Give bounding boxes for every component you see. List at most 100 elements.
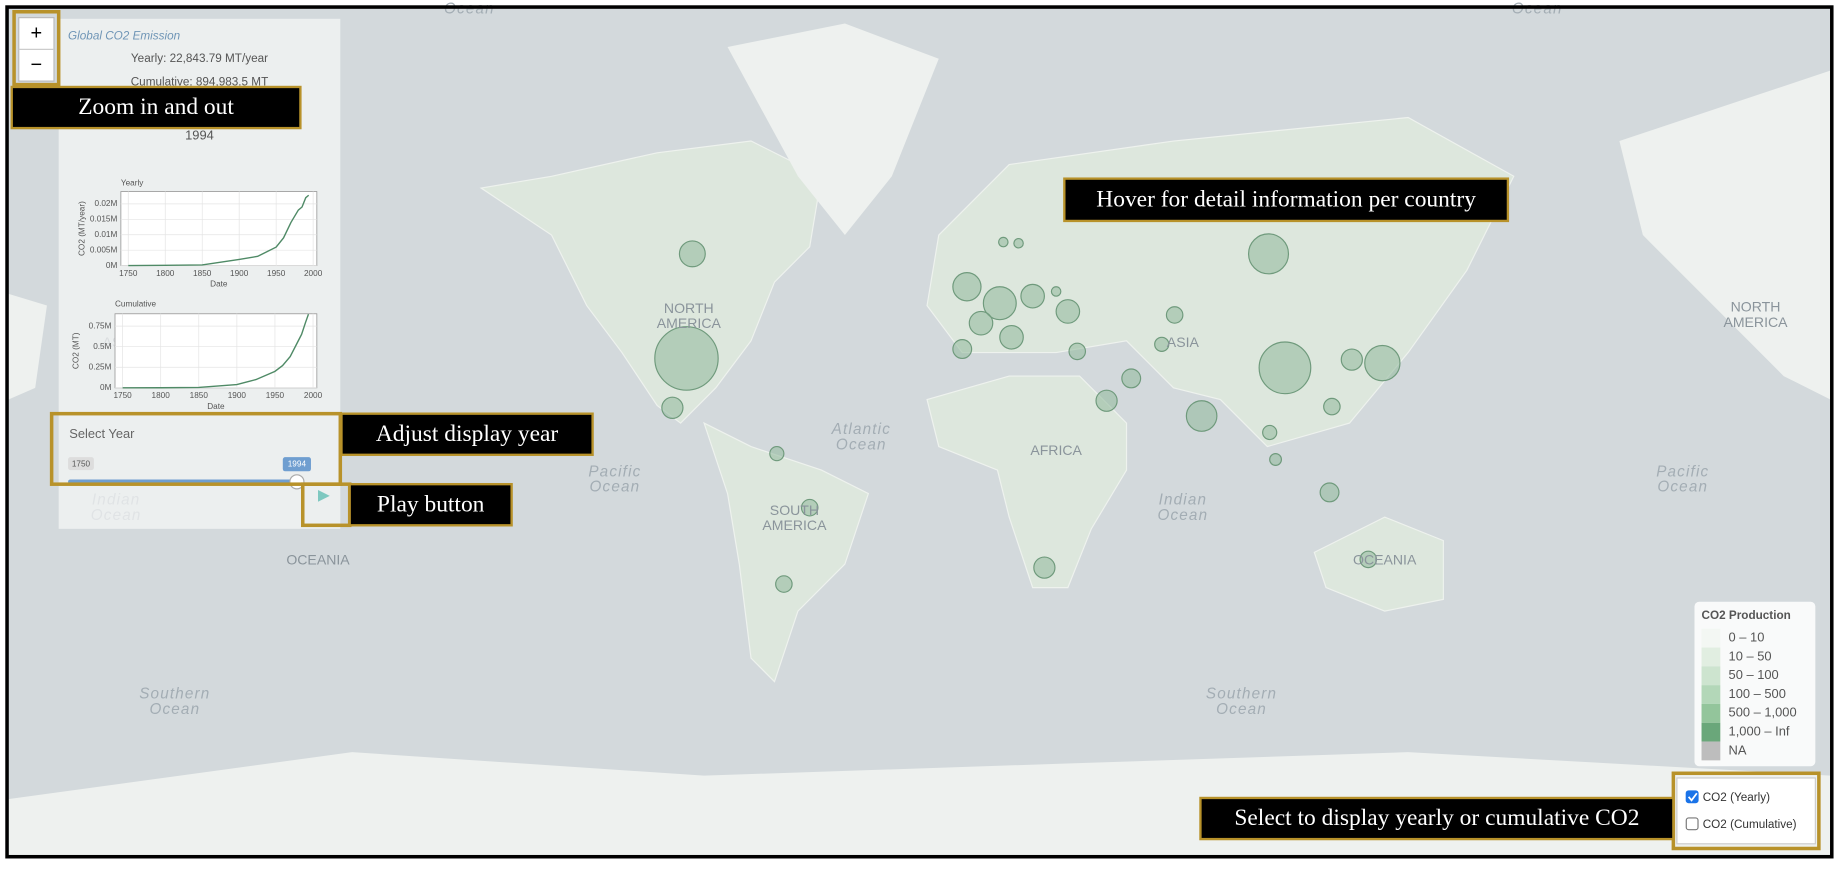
ocean-label: Indian (1159, 492, 1208, 509)
bubble (1364, 344, 1401, 382)
bubble (1258, 341, 1312, 395)
checkmark (1687, 792, 1698, 802)
y-tick-label: 0.01M (95, 230, 118, 239)
bubble (1033, 556, 1056, 579)
x-tick-label: 2000 (304, 269, 323, 278)
annotation-text: Hover for detail information per country (1096, 186, 1476, 212)
x-tick-label: 1750 (113, 391, 132, 400)
checkbox[interactable] (1685, 790, 1699, 804)
bubble (775, 575, 793, 593)
ocean-label: Ocean (1216, 701, 1267, 718)
y-axis-label: CO2 (MT) (71, 332, 80, 369)
ocean-label: Southern (139, 686, 210, 703)
slider-min: 1750 (72, 459, 91, 468)
bubble (1359, 550, 1378, 569)
annotation-box (1063, 177, 1510, 223)
ocean-label: Ocean (1157, 507, 1208, 524)
bubble (1319, 482, 1340, 503)
legend-title: CO2 Production (1702, 609, 1791, 622)
checkbox[interactable] (1685, 817, 1699, 831)
legend-swatch (1701, 647, 1721, 667)
panel-year: 1994 (185, 128, 214, 143)
y-tick-label: 0M (106, 261, 118, 270)
yearly-total: Yearly: 22,843.79 MT/year (131, 52, 268, 65)
bubble (952, 272, 982, 302)
region-label: AMERICA (1723, 314, 1788, 330)
bubble (1154, 336, 1170, 352)
panel-title: Global CO2 Emission (68, 30, 180, 43)
legend-swatch (1701, 685, 1721, 704)
region-label: SOUTH (770, 502, 819, 518)
bubble (1055, 299, 1081, 324)
ocean-label: Ocean (836, 436, 887, 453)
cumulative-total: Cumulative: 894,983.5 MT (131, 75, 269, 88)
chart-title: Cumulative (115, 300, 157, 309)
y-axis-label: CO2 (MT/year) (77, 201, 86, 256)
y-tick-label: 0.75M (89, 321, 112, 330)
region-label: NORTH (664, 300, 714, 316)
x-tick-label: 1800 (152, 391, 171, 400)
layer-label[interactable]: CO2 (Cumulative) (1703, 818, 1797, 831)
slider-value-badge (282, 457, 311, 472)
legend-box (1694, 601, 1816, 767)
play-button[interactable] (318, 490, 330, 502)
bubble (952, 339, 973, 360)
zoom-in[interactable]: + (31, 22, 43, 44)
x-tick-label: 1950 (267, 269, 286, 278)
region-label: ASIA (1167, 334, 1200, 350)
country-bubbles (654, 233, 1401, 593)
bubble (1247, 233, 1290, 275)
bubble (982, 286, 1017, 321)
bubble (1020, 283, 1045, 309)
annotation-text: Play button (377, 491, 485, 517)
legend-label: 0 – 10 (1729, 630, 1765, 645)
bubble (654, 326, 719, 391)
annotation-box (1199, 796, 1675, 841)
legend-label: 100 – 500 (1729, 686, 1786, 701)
bubble (1095, 389, 1118, 412)
bubble (1340, 348, 1363, 371)
y-tick-label: 0.5M (93, 342, 111, 351)
legend-label: 500 – 1,000 (1729, 705, 1797, 720)
region-label: NORTH (1731, 299, 1781, 315)
y-tick-label: 0.25M (89, 362, 112, 371)
x-tick-label: 1850 (193, 269, 212, 278)
annotation-box (340, 412, 594, 456)
x-axis-label: Date (210, 280, 228, 289)
slider-label: Select Year (69, 426, 135, 441)
bubble (661, 396, 684, 419)
zoom-out[interactable]: − (31, 54, 43, 76)
legend-swatch (1701, 741, 1721, 761)
bubble (1050, 286, 1062, 297)
bubble (998, 236, 1009, 248)
bubble (769, 445, 785, 462)
x-tick-label: 1750 (119, 269, 138, 278)
ocean-label: Atlantic (831, 421, 891, 438)
ocean-label: Pacific (1656, 463, 1709, 480)
x-tick-label: 1900 (230, 269, 249, 278)
x-axis-label: Date (207, 402, 225, 411)
bubble (1269, 453, 1283, 466)
ocean-label: Southern (1206, 686, 1277, 703)
annotation-text: Adjust display year (376, 421, 559, 447)
bubble (968, 310, 994, 336)
slider-value: 1994 (288, 459, 307, 468)
layer-control (1676, 777, 1816, 845)
legend-label: 50 – 100 (1729, 667, 1779, 682)
plot-area (114, 313, 318, 389)
legend-swatch (1701, 722, 1721, 742)
legend-label: 10 – 50 (1729, 648, 1772, 663)
layer-label[interactable]: CO2 (Yearly) (1703, 791, 1770, 804)
annotation-box (348, 483, 513, 527)
x-tick-label: 1850 (190, 391, 209, 400)
ocean-label: Ocean (1657, 479, 1708, 496)
y-tick-label: 0.02M (95, 199, 118, 208)
bubble (1068, 342, 1087, 361)
region-label: OCEANIA (1353, 551, 1417, 567)
bubble (1121, 368, 1142, 389)
x-tick-label: 1800 (156, 269, 175, 278)
ocean-label: Pacific (588, 463, 641, 480)
bubble (1262, 424, 1278, 441)
